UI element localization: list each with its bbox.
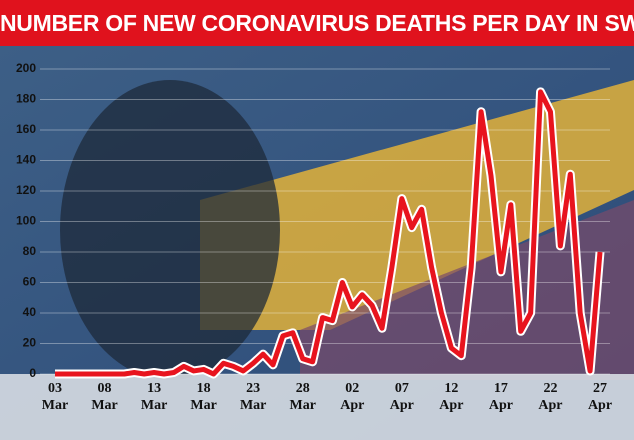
x-tick-label: 12 Apr [439,381,464,413]
y-tick-label: 140 [16,153,36,167]
chart-title: NUMBER OF NEW CORONAVIRUS DEATHS PER DAY… [0,0,634,46]
y-tick-label: 100 [16,214,36,228]
axis-band [0,374,634,440]
x-tick-label: 08 Mar [91,381,118,413]
x-tick-label: 23 Mar [239,381,267,413]
person-silhouette [60,80,280,380]
x-tick-label: 07 Apr [389,381,414,413]
x-tick-label: 27 Apr [587,381,613,413]
y-tick-label: 60 [23,275,37,289]
y-tick-label: 40 [23,305,37,319]
x-tick-label: 28 Mar [289,381,316,413]
x-tick-label: 02 Apr [340,381,365,413]
y-tick-label: 120 [16,183,36,197]
y-tick-label: 180 [16,92,36,106]
line [55,89,603,377]
x-tick-label: 22 Apr [538,381,563,413]
y-tick-label: 160 [16,122,36,136]
x-tick-label: 03 Mar [41,381,69,413]
y-tick-label: 0 [29,366,36,380]
y-tick-label: 80 [23,244,37,258]
x-tick-label: 13 Mar [140,381,168,413]
flag-band [200,80,634,330]
y-tick-label: 20 [23,336,37,350]
y-tick-label: 200 [16,61,36,75]
x-tick-label: 18 Mar [190,381,217,413]
x-tick-label: 17 Apr [488,381,513,413]
